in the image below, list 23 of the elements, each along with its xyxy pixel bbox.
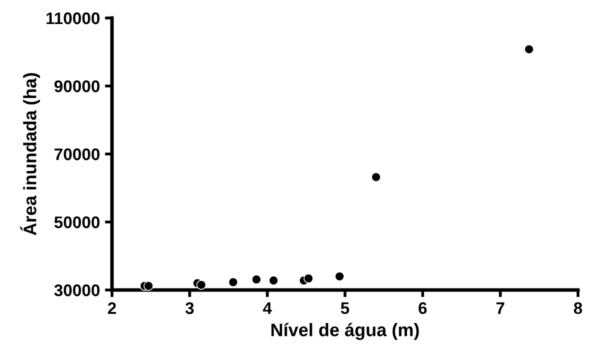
y-tick-label: 70000 — [54, 148, 100, 160]
y-tick-label: 30000 — [54, 284, 100, 296]
x-tick-label: 3 — [185, 302, 194, 314]
point — [524, 44, 534, 54]
x-tick-label: 8 — [574, 302, 582, 314]
point — [304, 274, 314, 284]
x-tick-label: 5 — [340, 302, 350, 314]
point — [144, 281, 154, 291]
y-tick-label: 90000 — [54, 80, 100, 92]
y-tick-label: 50000 — [54, 216, 100, 228]
point — [334, 271, 344, 282]
x-tick-label: 4 — [262, 302, 272, 314]
y-axis-title: Área inundada (ha) — [20, 73, 40, 236]
x-tick-label: 6 — [418, 302, 427, 314]
x-tick-label: 2 — [108, 302, 116, 314]
point — [228, 277, 238, 288]
y-tick-label: 110000 — [46, 12, 100, 24]
point — [268, 276, 278, 286]
point — [196, 280, 206, 290]
x-tick-label: 7 — [496, 302, 504, 314]
x-axis-title: Nível de água (m) — [271, 322, 419, 340]
point — [371, 172, 381, 182]
point — [252, 274, 262, 284]
